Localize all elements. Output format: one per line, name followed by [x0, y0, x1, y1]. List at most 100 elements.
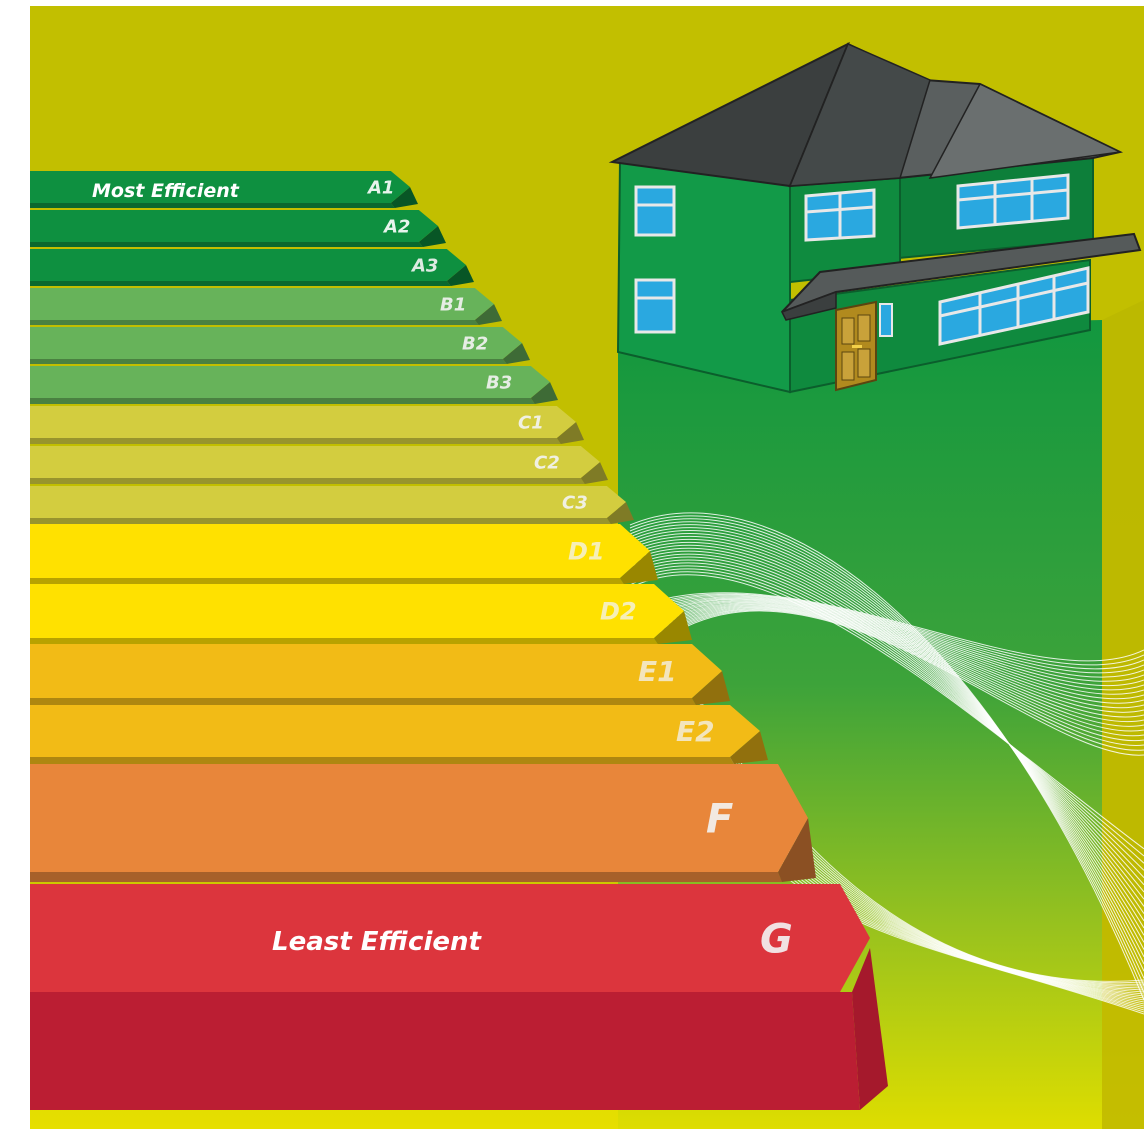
- window: [634, 185, 676, 237]
- window: [956, 173, 1070, 230]
- wave-line: [629, 512, 1144, 1001]
- wave-line: [629, 515, 1144, 993]
- wave-line: [659, 608, 1144, 742]
- wave-line: [659, 595, 1144, 674]
- band-face: [30, 171, 410, 203]
- least-efficient-label: Least Efficient: [272, 927, 483, 957]
- band-side: [692, 671, 730, 705]
- band-face: [30, 446, 600, 478]
- wave-line: [629, 524, 1144, 972]
- house-illustration: [608, 41, 1142, 394]
- wave-line: [659, 597, 1144, 682]
- band-grade-label: D1: [568, 538, 605, 566]
- band-side: [852, 948, 888, 1110]
- band-b3: B3: [30, 366, 558, 404]
- band-side: [778, 818, 816, 882]
- light-beam-shadow: [1102, 300, 1144, 1129]
- wave-line: [659, 605, 1144, 723]
- band-grade-label: A3: [410, 255, 438, 276]
- band-side: [606, 502, 634, 524]
- band-side: [502, 343, 530, 364]
- wave-line: [659, 610, 1144, 756]
- wave-line: [659, 599, 1144, 695]
- band-face: [30, 584, 684, 638]
- band-face: [30, 486, 626, 518]
- roof-gable: [928, 83, 1123, 179]
- roof-ridge: [788, 43, 931, 187]
- most-efficient-label: Most Efficient: [92, 180, 240, 202]
- band-side: [730, 731, 768, 764]
- band-a1: A1: [30, 171, 418, 208]
- wave-line: [659, 592, 1144, 662]
- band-depth: [30, 578, 624, 584]
- window: [938, 266, 1090, 346]
- band-depth: [30, 438, 561, 444]
- band-e2: E2: [30, 705, 768, 764]
- band-depth: [30, 398, 535, 404]
- band-face: [30, 884, 870, 992]
- wave-line: [629, 518, 1144, 986]
- band-g: G: [30, 884, 888, 1110]
- band-c1: C1: [30, 406, 584, 444]
- band-grade-label: A1: [366, 177, 394, 198]
- band-depth: [30, 638, 658, 644]
- band-face: [30, 644, 722, 698]
- band-face: [30, 406, 576, 438]
- wave-line: [629, 536, 1144, 943]
- band-depth: [30, 242, 423, 247]
- side-window: [879, 303, 893, 337]
- band-depth: [30, 203, 395, 208]
- wave-line: [659, 606, 1144, 732]
- wave-line: [629, 530, 1144, 958]
- wave-line: [629, 568, 1144, 864]
- band-depth: [30, 698, 696, 705]
- band-b2: B2: [30, 327, 530, 364]
- band-grade-label: C1: [518, 412, 544, 433]
- band-side: [418, 226, 446, 247]
- wave-line: [659, 597, 1144, 686]
- band-face: [30, 705, 760, 757]
- wave-line: [629, 521, 1144, 979]
- band-d2: D2: [30, 584, 692, 644]
- wave-line: [659, 601, 1144, 704]
- band-depth: [30, 992, 860, 1110]
- band-depth: [30, 320, 479, 325]
- band-depth: [30, 518, 611, 524]
- wave-line: [659, 602, 1144, 709]
- band-b1: B1: [30, 288, 502, 325]
- band-grade-label: F: [706, 796, 733, 842]
- band-grade-label: E1: [638, 655, 677, 688]
- band-face: [30, 249, 466, 281]
- band-f: F: [30, 764, 816, 882]
- band-face: [30, 366, 550, 398]
- band-c3: C3: [30, 486, 634, 524]
- front-door: [835, 300, 877, 392]
- band-grade-label: E2: [676, 715, 715, 748]
- band-depth: [30, 872, 782, 882]
- wave-line: [659, 605, 1144, 727]
- wave-line: [659, 607, 1144, 737]
- wave-line: [629, 533, 1144, 950]
- band-side: [654, 611, 692, 644]
- wave-line: [659, 600, 1144, 700]
- wave-line: [659, 609, 1144, 751]
- band-side: [556, 422, 584, 444]
- band-face: [30, 524, 650, 578]
- band-depth: [30, 281, 451, 286]
- band-d1: D1: [30, 524, 658, 584]
- band-face: [30, 327, 522, 359]
- band-a3: A3: [30, 249, 474, 286]
- band-grade-label: B1: [440, 294, 466, 315]
- wave-line: [659, 603, 1144, 713]
- band-e1: E1: [30, 644, 730, 705]
- band-grade-label: D2: [600, 598, 637, 626]
- wave-line: [659, 594, 1144, 670]
- band-grade-label: G: [760, 916, 793, 962]
- band-grade-label: C2: [534, 452, 560, 473]
- band-depth: [30, 478, 585, 484]
- band-face: [30, 288, 494, 320]
- band-face: [30, 764, 808, 872]
- band-depth: [30, 757, 734, 764]
